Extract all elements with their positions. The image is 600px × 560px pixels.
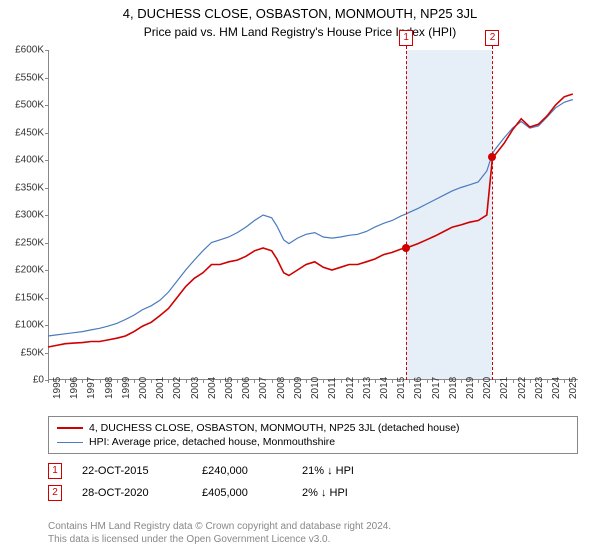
sale-marker: 1 — [48, 463, 62, 479]
sale-point — [402, 244, 410, 252]
footer: Contains HM Land Registry data © Crown c… — [48, 520, 578, 546]
x-axis-label: 2016 — [413, 377, 424, 399]
y-axis-label: £100K — [0, 320, 44, 331]
series-hpi — [48, 100, 573, 337]
sale-diff: 21% ↓ HPI — [302, 465, 382, 477]
sale-diff: 2% ↓ HPI — [302, 487, 382, 499]
y-axis-label: £250K — [0, 237, 44, 248]
legend-item: 4, DUCHESS CLOSE, OSBASTON, MONMOUTH, NP… — [57, 421, 569, 435]
sales-table: 1 22-OCT-2015 £240,000 21% ↓ HPI 2 28-OCT-202… — [48, 460, 578, 504]
x-axis-label: 2008 — [276, 377, 287, 399]
footer-line2: This data is licensed under the Open Gov… — [48, 533, 578, 546]
sale-date: 22-OCT-2015 — [82, 465, 182, 477]
y-axis-label: £200K — [0, 265, 44, 276]
sale-price: £405,000 — [202, 487, 282, 499]
y-axis-label: £350K — [0, 182, 44, 193]
x-axis-label: 2024 — [551, 377, 562, 399]
y-axis-label: £0 — [0, 375, 44, 386]
x-axis-label: 2007 — [258, 377, 269, 399]
chart-area: £0£50K£100K£150K£200K£250K£300K£350K£400… — [48, 50, 578, 380]
marker-line — [406, 36, 407, 380]
y-axis-label: £400K — [0, 155, 44, 166]
y-axis-label: £450K — [0, 127, 44, 138]
sale-marker: 2 — [48, 485, 62, 501]
x-axis-label: 2021 — [499, 377, 510, 399]
chart-subtitle: Price paid vs. HM Land Registry's House … — [0, 21, 600, 39]
x-axis-label: 2011 — [327, 377, 338, 399]
x-axis-label: 1999 — [121, 377, 132, 399]
x-axis-label: 2012 — [345, 377, 356, 399]
x-axis-label: 2015 — [396, 377, 407, 399]
x-axis-label: 1996 — [69, 377, 80, 399]
x-axis-label: 2004 — [207, 377, 218, 399]
marker-line — [492, 36, 493, 380]
x-axis-label: 2005 — [224, 377, 235, 399]
chart-lines — [48, 50, 578, 380]
x-axis-label: 2025 — [568, 377, 579, 399]
x-axis-label: 2001 — [155, 377, 166, 399]
sale-point — [488, 153, 496, 161]
x-axis-label: 2000 — [138, 377, 149, 399]
legend-label: 4, DUCHESS CLOSE, OSBASTON, MONMOUTH, NP… — [89, 422, 460, 434]
x-axis-label: 2020 — [482, 377, 493, 399]
legend-label: HPI: Average price, detached house, Monm… — [89, 436, 335, 448]
y-axis-label: £150K — [0, 292, 44, 303]
x-axis-label: 2003 — [190, 377, 201, 399]
marker-label: 2 — [485, 30, 499, 46]
y-axis-label: £550K — [0, 72, 44, 83]
x-axis-label: 2002 — [172, 377, 183, 399]
x-axis-label: 2009 — [293, 377, 304, 399]
x-axis-label: 1998 — [104, 377, 115, 399]
x-axis-label: 2019 — [465, 377, 476, 399]
x-axis-label: 2018 — [448, 377, 459, 399]
y-axis-label: £300K — [0, 210, 44, 221]
legend-swatch — [57, 442, 83, 443]
legend-item: HPI: Average price, detached house, Monm… — [57, 435, 569, 449]
x-axis-label: 2017 — [431, 377, 442, 399]
y-axis-label: £50K — [0, 347, 44, 358]
chart-title: 4, DUCHESS CLOSE, OSBASTON, MONMOUTH, NP… — [0, 0, 600, 21]
y-axis-label: £600K — [0, 45, 44, 56]
x-axis-label: 1995 — [52, 377, 63, 399]
y-axis-label: £500K — [0, 100, 44, 111]
sale-date: 28-OCT-2020 — [82, 487, 182, 499]
sale-row: 2 28-OCT-2020 £405,000 2% ↓ HPI — [48, 482, 578, 504]
x-axis-label: 1997 — [86, 377, 97, 399]
legend: 4, DUCHESS CLOSE, OSBASTON, MONMOUTH, NP… — [48, 416, 578, 454]
legend-swatch — [57, 427, 83, 429]
sale-price: £240,000 — [202, 465, 282, 477]
x-axis-label: 2022 — [517, 377, 528, 399]
x-axis-label: 2010 — [310, 377, 321, 399]
sale-row: 1 22-OCT-2015 £240,000 21% ↓ HPI — [48, 460, 578, 482]
series-price_paid — [48, 94, 573, 347]
marker-label: 1 — [399, 30, 413, 46]
x-axis-label: 2023 — [534, 377, 545, 399]
footer-line1: Contains HM Land Registry data © Crown c… — [48, 520, 578, 533]
x-axis-label: 2014 — [379, 377, 390, 399]
x-axis-label: 2006 — [241, 377, 252, 399]
x-axis-label: 2013 — [362, 377, 373, 399]
